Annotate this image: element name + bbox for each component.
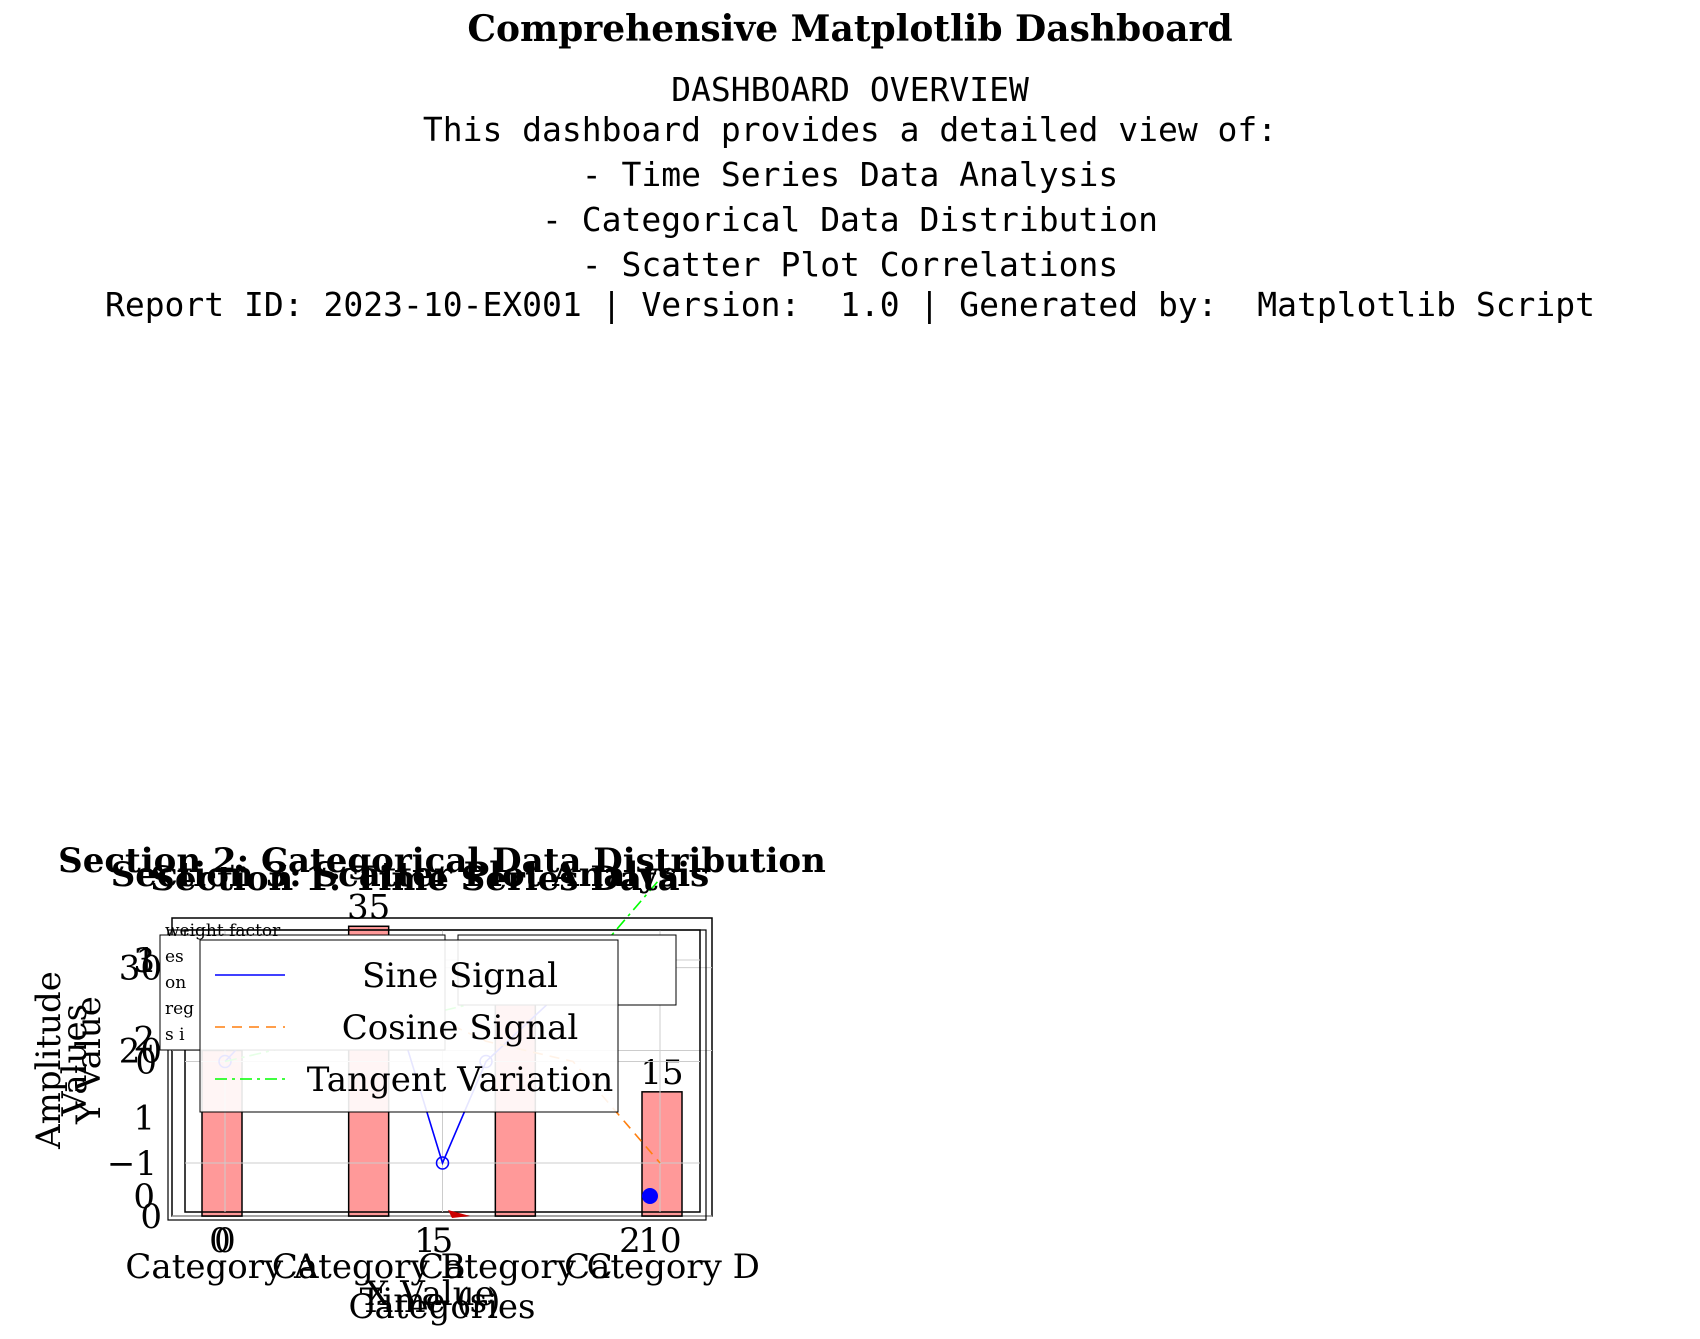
scatter-annotation-text: reg xyxy=(165,999,194,1019)
scatter-ytick-label: 0 xyxy=(133,1177,155,1217)
bar-category-label: Category A xyxy=(125,1247,319,1287)
line-xlabel: Time (s) xyxy=(360,1281,501,1321)
scatter-xtick-label: 0 xyxy=(209,1221,231,1261)
bar-category-label: Category C xyxy=(418,1247,613,1287)
legend-label: Cosine Signal xyxy=(342,1008,579,1048)
overview-footer: Report ID: 2023-10-EX001 | Version: 1.0 … xyxy=(104,285,1596,324)
scatter-annotation-text: es xyxy=(165,947,184,967)
bar-ytick-label: 20 xyxy=(119,1031,162,1071)
line-chart-title: Section 1: Time Series Data xyxy=(150,859,679,899)
scatter-chart-title: Section 3: Scatter Plot Analysis xyxy=(111,855,710,895)
scatter-xtick-label: 2 xyxy=(619,1221,641,1261)
overview-item-2: - Categorical Data Distribution xyxy=(542,200,1158,239)
line-ylabel: Amplitude xyxy=(29,971,69,1150)
scatter-annotation-text: weight factor xyxy=(165,921,281,941)
overview-heading: DASHBOARD OVERVIEW xyxy=(671,70,1029,109)
bar-ytick-label: 0 xyxy=(140,1197,162,1237)
scatter-arrow-marker xyxy=(448,1210,470,1218)
line-ytick-label: 0 xyxy=(135,1043,157,1083)
scatter-ytick-label: 1 xyxy=(133,1098,155,1138)
scatter-xtick-label: 1 xyxy=(414,1221,436,1261)
scatter-point xyxy=(642,1188,658,1204)
bar-category-label: Category D xyxy=(564,1247,760,1287)
line-xtick-label: 5 xyxy=(432,1221,454,1261)
legend-label: Sine Signal xyxy=(362,956,558,996)
line-ytick-label: 1 xyxy=(135,941,157,981)
bar-ytick-label: 30 xyxy=(119,949,162,989)
overview-item-3: - Scatter Plot Correlations xyxy=(581,245,1119,284)
scatter-ylabel: Y Value xyxy=(69,996,109,1125)
bar-xlabel: Categories xyxy=(349,1287,536,1327)
overview-intro: This dashboard provides a detailed view … xyxy=(422,110,1278,149)
bar-value-label: 35 xyxy=(347,887,390,927)
overview-item-1: - Time Series Data Analysis xyxy=(581,155,1119,194)
bar-chart-title: Section 2: Categorical Data Distribution xyxy=(58,841,826,881)
scatter-xlabel: X Value xyxy=(365,1274,495,1314)
scatter-annotation-text: s i xyxy=(165,1025,185,1045)
line-legend xyxy=(199,939,619,1113)
line-xtick-label: 0 xyxy=(214,1221,236,1261)
bar-category-label: Category B xyxy=(272,1247,466,1287)
line-xtick-label: 10 xyxy=(638,1221,681,1261)
scatter-axes-frame xyxy=(167,929,707,1221)
bar-value-label: 15 xyxy=(640,1053,683,1093)
scatter-annotation-text: on xyxy=(165,973,186,993)
line-ytick-label: −1 xyxy=(107,1144,157,1184)
scatter-ytick-label: 3 xyxy=(133,941,155,981)
bar-ylabel: Values xyxy=(55,1004,95,1117)
legend-label: Tangent Variation xyxy=(307,1060,613,1100)
scatter-ytick-label: 2 xyxy=(133,1020,155,1060)
line-point xyxy=(435,1156,450,1170)
dashboard-title: Comprehensive Matplotlib Dashboard xyxy=(467,8,1233,50)
